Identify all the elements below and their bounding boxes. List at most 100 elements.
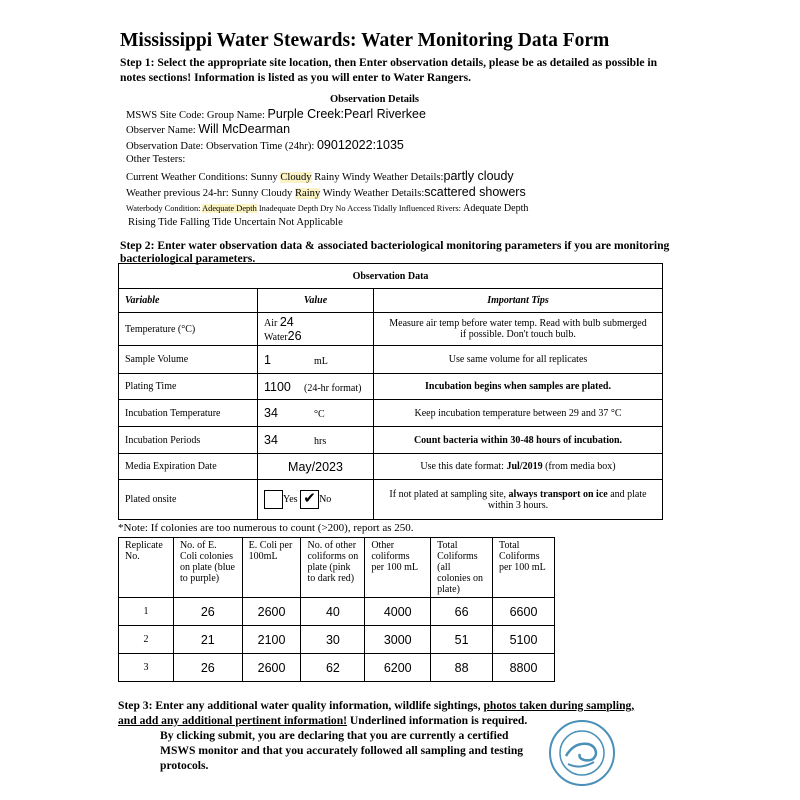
table-row: Incubation Temperature 34 °C Keep incubatio… (118, 399, 663, 427)
volume-field[interactable]: 1 (264, 352, 271, 367)
count-field[interactable]: 8800 (492, 653, 555, 682)
count-field[interactable]: 66 (430, 597, 494, 626)
step3-required-1: photos taken during sampling, (483, 699, 635, 712)
option-windy[interactable]: Windy (322, 188, 352, 199)
count-field[interactable]: 5100 (492, 625, 555, 654)
count-field[interactable]: 3000 (364, 625, 432, 654)
prev-weather-details-field[interactable]: scattered showers (424, 185, 526, 199)
onsite-tip: If not plated at sampling site, always t… (373, 479, 663, 520)
step3-required-2: and add any additional pertinent informa… (118, 714, 348, 727)
table-row: 2 21 2100 30 3000 51 5100 (118, 625, 555, 654)
observer-field[interactable]: Will McDearman (198, 122, 291, 136)
option-rainy[interactable]: Rainy (314, 172, 340, 183)
count-field[interactable]: 26 (172, 653, 243, 682)
air-temp-field[interactable]: 24 (279, 315, 294, 329)
option-windy[interactable]: Windy (341, 172, 371, 183)
step3-text-1: Step 3: Enter any additional water quali… (118, 699, 484, 712)
inc-period-field[interactable]: 34 (264, 433, 278, 447)
page-title: Mississippi Water Stewards: Water Monito… (120, 30, 610, 51)
option-inadequate[interactable]: Inadequate Depth (258, 204, 319, 213)
option-cloudy[interactable]: Cloudy (261, 188, 293, 199)
media-field[interactable]: May/2023 (288, 459, 343, 474)
temperature-values: Air 24 Water26 (257, 312, 374, 346)
weather-details-label: Weather Details: (353, 188, 425, 199)
water-label: Water (264, 332, 288, 343)
inc-temp-tip: Keep incubation temperature between 29 a… (373, 399, 663, 427)
water-temp-field[interactable]: 26 (287, 329, 302, 343)
inc-temp-unit: °C (314, 409, 325, 420)
declaration: By clicking submit, you are declaring th… (160, 728, 540, 773)
count-field[interactable]: 2600 (241, 597, 302, 626)
tidal-value[interactable]: Adequate Depth (463, 203, 529, 214)
count-field[interactable]: 21 (172, 625, 243, 654)
step3-section: Step 3: Enter any additional water quali… (118, 698, 663, 786)
table-row: Plated onsite Yes ✔ No If not plated at sam… (118, 479, 663, 520)
option-cloudy[interactable]: Cloudy (280, 172, 312, 183)
inc-period-tip: Count bacteria within 30-48 hours of inc… (373, 426, 663, 454)
date-field[interactable]: 09012022:1035 (316, 138, 404, 152)
declaration-1: By clicking submit, you are declaring th… (160, 729, 509, 757)
plating-unit: (24-hr format) (304, 382, 362, 394)
column-header: No. of other coliforms on plate (pink to… (300, 537, 366, 598)
form-body: Observation Data Variable Value Important … (118, 263, 663, 786)
yes-checkbox[interactable] (264, 490, 283, 509)
media-tip-text-2: (from media box) (542, 461, 616, 472)
declaration-2: monitor and that you accurately followed… (160, 744, 524, 772)
onsite-tip-text: If not plated at sampling site, (389, 488, 509, 500)
observer-row: Observer Name: Will McDearman (126, 122, 290, 136)
column-header: Total Coliforms (all colonies on plate) (430, 537, 494, 598)
colony-count-table: Replicate No. No. of E. Coli colonies on … (118, 537, 555, 682)
count-field[interactable]: 2600 (241, 653, 302, 682)
plating-field[interactable]: 1100 (264, 379, 291, 394)
inc-temp-label: Incubation Temperature (118, 399, 258, 427)
current-weather-details-field[interactable]: partly cloudy (443, 169, 514, 183)
header-variable: Variable (118, 288, 258, 313)
table-row: Incubation Periods 34 hrs Count bacteria wi… (118, 426, 663, 454)
temperature-tip: Measure air temp before water temp. Read… (373, 312, 663, 346)
column-header: Other coliforms per 100 mL (364, 537, 432, 598)
temperature-label: Temperature (°C) (118, 312, 258, 346)
no-checkbox[interactable]: ✔ (300, 490, 320, 509)
plating-label: Plating Time (118, 373, 258, 400)
media-tip: Use this date format: Jul/2019 (from med… (373, 453, 663, 480)
option-sunny[interactable]: Sunny (250, 172, 278, 183)
tide-options[interactable]: Rising Tide Falling Tide Uncertain Not A… (128, 217, 343, 228)
media-tip-text: Use this date format: (420, 461, 507, 472)
site-row: MSWS Site Code: Group Name: Purple Creek… (126, 107, 426, 121)
option-adequate[interactable]: Adequate Depth (202, 204, 257, 213)
count-field[interactable]: 88 (430, 653, 494, 682)
count-field[interactable]: 26 (172, 597, 243, 626)
count-field[interactable]: 2100 (241, 625, 302, 654)
current-weather-row: Current Weather Conditions: Sunny Cloudy… (126, 169, 514, 183)
count-field[interactable]: 51 (430, 625, 494, 654)
date-row: Observation Date: Observation Time (24hr… (126, 138, 404, 152)
count-field[interactable]: 40 (300, 597, 366, 626)
mississippi-water-stewards-logo (549, 720, 615, 786)
count-field[interactable]: 6200 (364, 653, 432, 682)
observer-label: Observer Name: (126, 125, 196, 136)
inc-temp-field[interactable]: 34 (264, 406, 278, 420)
site-label: MSWS Site Code: Group Name: (126, 110, 265, 121)
option-dry[interactable]: Dry (320, 204, 334, 213)
plating-tip: Incubation begins when samples are plate… (373, 373, 663, 400)
site-field[interactable]: Purple Creek:Pearl Riverkee (267, 107, 426, 121)
header-tips: Important Tips (373, 288, 663, 313)
volume-tip: Use same volume for all replicates (373, 345, 663, 374)
tidal-label: Tidally Influenced Rivers: (372, 204, 462, 213)
count-field[interactable]: 4000 (364, 597, 432, 626)
waterbody-row: Waterbody Condition: Adequate Depth Inad… (126, 203, 528, 214)
air-label: Air (264, 318, 278, 329)
option-sunny[interactable]: Sunny (231, 188, 259, 199)
count-field[interactable]: 30 (300, 625, 366, 654)
replicate-number: 1 (118, 597, 174, 626)
step2-text-2: bacteriological parameters. (120, 252, 256, 265)
step2-text: Step 2: Enter water observation data & a… (120, 239, 670, 252)
testers-label: Other Testers: (126, 154, 186, 165)
replicate-number: 3 (118, 653, 174, 682)
option-rainy[interactable]: Rainy (294, 188, 321, 199)
date-label: Observation Date: Observation Time (24hr… (126, 141, 315, 152)
count-field[interactable]: 6600 (492, 597, 555, 626)
step3-text-2: Underlined information is required. (347, 714, 528, 727)
count-field[interactable]: 62 (300, 653, 366, 682)
option-no-access[interactable]: No Access (335, 204, 371, 213)
